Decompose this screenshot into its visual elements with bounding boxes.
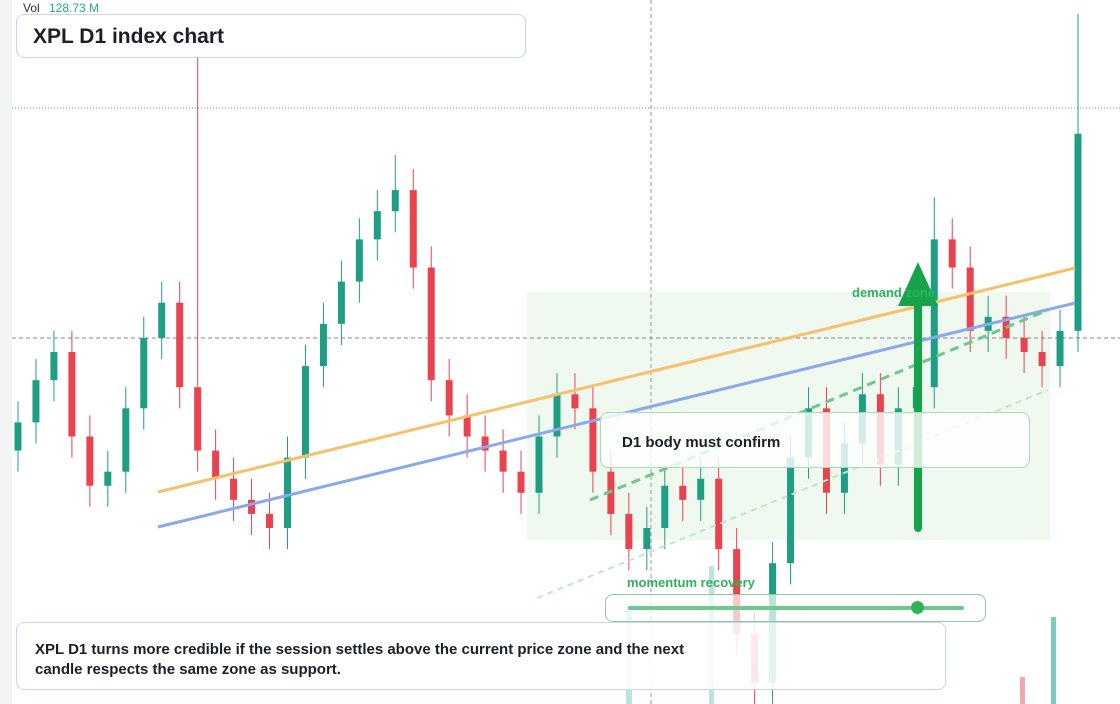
candle-body — [517, 471, 525, 493]
candle-body — [248, 499, 256, 514]
candle-body — [409, 190, 417, 268]
candle-body — [643, 528, 651, 550]
candle-body — [86, 436, 94, 486]
candle-body — [194, 387, 202, 451]
candle-body — [553, 394, 561, 437]
candle-body — [337, 281, 345, 324]
candle-body — [50, 352, 58, 381]
candle-body — [176, 302, 184, 388]
candle-body — [535, 436, 543, 493]
volume-bar — [1051, 617, 1056, 704]
candle-body — [715, 478, 723, 550]
candle-body — [140, 337, 148, 409]
candle-body — [463, 415, 471, 437]
left-strip — [0, 0, 12, 704]
candle-body — [661, 485, 669, 528]
note-box: XPL D1 turns more credible if the sessio… — [16, 622, 946, 690]
zone-label: demand zone — [852, 285, 935, 300]
candle-body — [391, 190, 399, 212]
candle-body — [499, 450, 507, 472]
candle-body — [589, 408, 597, 472]
candle-body — [930, 239, 938, 388]
candle-body — [301, 366, 309, 458]
candle-body — [948, 239, 956, 268]
callout: D1 body must confirm — [622, 434, 781, 451]
candle-body — [355, 239, 363, 282]
volume-label: Vol — [23, 1, 40, 15]
momentum-box — [605, 594, 986, 622]
candle-body — [427, 267, 435, 381]
trend-dashed-light — [536, 389, 1049, 599]
candle-body — [1038, 352, 1046, 367]
candle-body — [319, 323, 327, 367]
trend-dashed — [589, 308, 1049, 502]
candle-body — [966, 267, 974, 331]
candle-body — [14, 422, 22, 451]
candle-body — [787, 457, 795, 564]
volume-value: 128.73 M — [49, 1, 99, 15]
candle-body — [840, 443, 848, 493]
candle-body — [679, 485, 687, 500]
candle-body — [104, 471, 112, 486]
momentum-knob — [911, 601, 924, 614]
candle-body — [481, 436, 489, 451]
candles — [14, 14, 1082, 704]
candle-body — [266, 513, 274, 528]
momentum-track — [628, 606, 964, 610]
candle-body — [122, 408, 130, 472]
volume-bar — [1020, 677, 1025, 704]
note: XPL D1 turns more credible if the sessio… — [35, 641, 685, 678]
callout-box: D1 body must confirm — [600, 412, 1030, 468]
candle-body — [68, 352, 76, 437]
candle-body — [1074, 133, 1082, 331]
title-box: XPL D1 index chart — [16, 14, 526, 58]
candle-body — [1056, 330, 1064, 367]
candle-body — [283, 457, 291, 528]
arrow-head — [898, 262, 938, 306]
candle-body — [158, 302, 166, 338]
candle-body — [373, 211, 381, 240]
candle-body — [32, 380, 40, 423]
candle-body — [697, 478, 705, 500]
candle-body — [733, 549, 741, 634]
momentum-label: momentum recovery — [627, 575, 755, 590]
chart-title: XPL D1 index chart — [33, 25, 225, 48]
candle-body — [571, 394, 579, 409]
candle-body — [212, 450, 220, 479]
candle-body — [230, 478, 238, 500]
candle-body — [1020, 337, 1028, 352]
candle-body — [625, 513, 633, 550]
candle-body — [445, 380, 453, 416]
